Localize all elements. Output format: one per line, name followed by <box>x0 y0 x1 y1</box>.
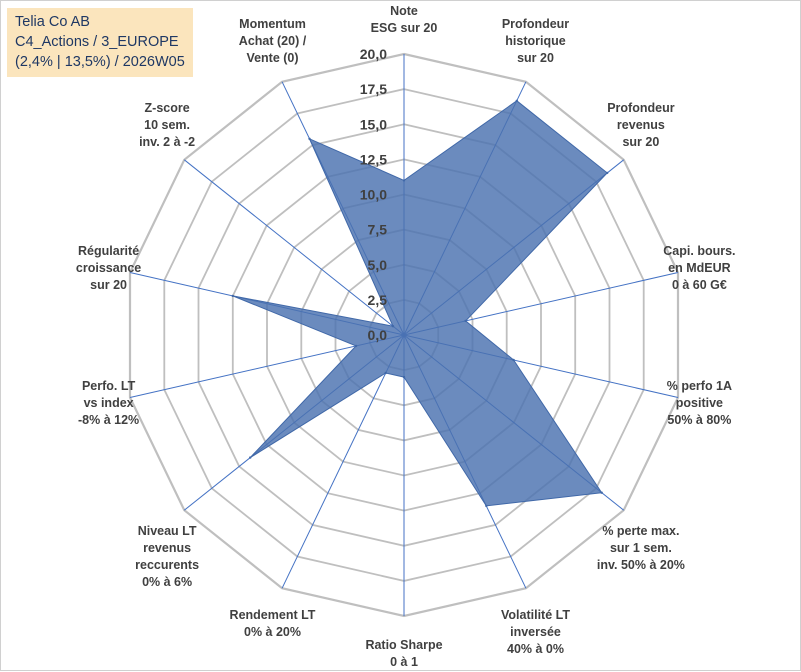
tick-label: 10,0 <box>360 187 387 203</box>
data-point <box>402 375 406 379</box>
radar-series <box>231 99 609 508</box>
axis-label: Note ESG sur 20 <box>371 4 438 35</box>
data-point <box>402 179 406 182</box>
data-point <box>231 294 234 298</box>
axis-label: Momentum Achat (20) / Vente (0) <box>239 17 307 65</box>
series-area <box>232 100 608 507</box>
tick-label: 2,5 <box>368 292 388 308</box>
axis-label: % perte max. sur 1 sem. inv. 50% à 20% <box>597 524 685 572</box>
data-point <box>515 99 518 103</box>
axis-label: Rendement LT 0% à 20% <box>230 608 316 639</box>
tick-label: 20,0 <box>360 46 387 62</box>
radar-axis-labels: Note ESG sur 20 Profondeur historique sur 20… <box>76 4 736 669</box>
axis-label: % perfo 1A positive 50% à 80% <box>667 379 732 427</box>
info-category: C4_Actions / 3_EUROPE <box>15 34 179 50</box>
tick-label: 0,0 <box>368 327 388 343</box>
axis-label: Ratio Sharpe 0 à 1 <box>365 638 442 669</box>
axis-spoke <box>183 159 405 336</box>
axis-label: Profondeur revenus sur 20 <box>607 101 674 149</box>
axis-label: Profondeur historique sur 20 <box>502 17 569 65</box>
data-point <box>391 325 395 328</box>
tick-label: 17,5 <box>360 81 387 97</box>
data-point <box>485 504 488 508</box>
axis-label: Niveau LT revenus reccurents 0% à 6% <box>135 524 199 589</box>
data-point <box>600 491 603 494</box>
data-point <box>354 344 358 348</box>
tick-label: 7,5 <box>368 222 388 238</box>
radar-tick-labels: 0,0 2,5 5,0 7,5 10,0 12,5 15,0 17,5 20,0 <box>360 46 387 343</box>
info-box: Telia Co AB C4_Actions / 3_EUROPE (2,4% … <box>7 8 193 77</box>
data-point <box>606 171 609 175</box>
axis-label: Régularité croissance sur 20 <box>76 244 141 292</box>
tick-label: 12,5 <box>360 151 387 167</box>
axis-label: Volatilité LT inversée 40% à 0% <box>501 608 570 656</box>
info-stats: (2,4% | 13,5%) / 2026W05 <box>15 54 185 70</box>
data-point <box>384 371 387 375</box>
axis-label: Perfo. LT vs index -8% à 12% <box>78 379 139 427</box>
data-point <box>512 358 515 362</box>
axis-label: Z-score 10 sem. inv. 2 à -2 <box>139 101 195 149</box>
tick-label: 15,0 <box>360 116 387 132</box>
data-point <box>464 319 467 323</box>
info-title: Telia Co AB <box>15 14 90 30</box>
axis-label: Capi. bours. en MdEUR 0 à 60 G€ <box>663 244 735 292</box>
data-point <box>308 137 311 140</box>
axis-spoke <box>281 334 405 589</box>
data-point <box>249 456 252 459</box>
tick-label: 5,0 <box>368 257 388 273</box>
